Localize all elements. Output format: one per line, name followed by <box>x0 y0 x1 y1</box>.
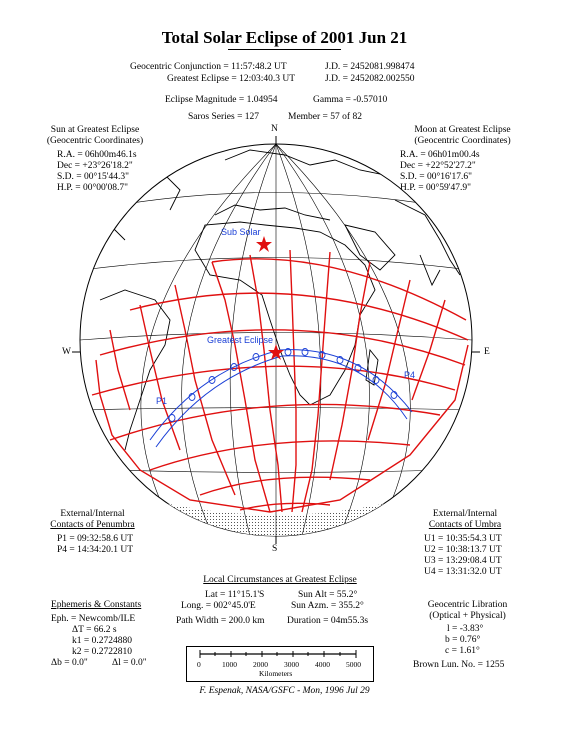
scale-tick-2000: 2000 <box>253 660 268 669</box>
scale-tick-3000: 3000 <box>284 660 299 669</box>
west-label: W <box>62 347 71 357</box>
ephemeris-k1: k1 = 0.2724880 <box>72 636 132 646</box>
page-title: Total Solar Eclipse of 2001 Jun 21 <box>161 28 408 47</box>
penumbra-p4: P4 = 14:34:20.1 UT <box>57 545 134 555</box>
brown-lunation: Brown Lun. No. = 1255 <box>413 660 505 670</box>
scale-tick-4000: 4000 <box>315 660 330 669</box>
south-label: S <box>272 544 278 554</box>
sub-solar-star-icon <box>256 236 272 252</box>
saros-member: Member = 57 of 82 <box>288 112 362 122</box>
p4-label: P4 <box>404 370 416 380</box>
umbra-subheading: Contacts of Umbra <box>428 520 502 530</box>
ephemeris-db: Δb = 0.0" <box>51 658 88 668</box>
moon-hp: H.P. = 00°59'47.9" <box>400 183 471 193</box>
libration-l: l = -3.83° <box>447 624 484 634</box>
umbra-u4: U4 = 13:31:32.0 UT <box>424 567 502 577</box>
libration-c: c = 1.61° <box>445 646 480 656</box>
local-long: Long. = 002°45.0'E <box>181 601 256 611</box>
umbral-path-markers <box>168 348 398 422</box>
penumbra-subheading: Contacts of Penumbra <box>50 520 135 530</box>
sun-hp: H.P. = 00°00'08.7" <box>57 183 128 193</box>
graticule <box>80 144 472 536</box>
eclipse-magnitude: Eclipse Magnitude = 1.04954 <box>165 95 278 105</box>
conjunction-jd: J.D. = 2452081.998474 <box>325 62 415 72</box>
local-sun-azm: Sun Azm. = 355.2° <box>291 601 364 611</box>
moon-heading: Moon at Greatest Eclipse <box>414 125 511 135</box>
local-heading: Local Circumstances at Greatest Eclipse <box>203 575 357 585</box>
libration-subheading: (Optical + Physical) <box>429 611 506 621</box>
scale-box <box>186 646 374 682</box>
moon-ra: R.A. = 06h01m00.4s <box>400 150 480 160</box>
scale-tick-0: 0 <box>197 660 201 669</box>
sun-subheading: (Geocentric Coordinates) <box>46 136 144 146</box>
greatest-eclipse-label: Greatest Eclipse <box>207 335 274 345</box>
saros-series: Saros Series = 127 <box>188 112 260 122</box>
umbra-u1: U1 = 10:35:54.3 UT <box>424 534 502 544</box>
umbra-u2: U2 = 10:38:13.7 UT <box>424 545 502 555</box>
moon-dec: Dec = +22°52'27.2" <box>400 161 476 171</box>
sun-heading: Sun at Greatest Eclipse <box>50 125 140 135</box>
coastlines <box>89 149 461 451</box>
local-lat: Lat = 11°15.1'S <box>205 590 265 600</box>
moon-sd: S.D. = 00°16'17.6" <box>400 172 473 182</box>
greatest-eclipse-jd: J.D. = 2452082.002550 <box>325 74 415 84</box>
conjunction-time: Geocentric Conjunction = 11:57:48.2 UT <box>130 62 287 72</box>
libration-b: b = 0.76° <box>445 635 481 645</box>
ephemeris-k2: k2 = 0.2722810 <box>72 647 132 657</box>
greatest-eclipse-time: Greatest Eclipse = 12:03:40.3 UT <box>167 74 296 84</box>
ephemeris-eph: Eph. = Newcomb/ILE <box>51 614 136 624</box>
ephemeris-dl: Δl = 0.0" <box>112 658 147 668</box>
sun-dec: Dec = +23°26'18.2" <box>57 161 133 171</box>
greatest-eclipse-star-icon <box>268 344 284 360</box>
compass-ticks <box>72 136 480 544</box>
gamma-value: Gamma = -0.57010 <box>313 95 388 105</box>
sub-solar-label: Sub Solar <box>221 227 261 237</box>
ephemeris-heading: Ephemeris & Constants <box>51 600 142 610</box>
local-path-width: Path Width = 200.0 km <box>176 616 265 626</box>
penumbra-grid <box>91 249 469 513</box>
scale-tick-1000: 1000 <box>222 660 237 669</box>
moon-subheading: (Geocentric Coordinates) <box>414 136 511 146</box>
penumbra-heading: External/Internal <box>60 509 125 519</box>
sun-ra: R.A. = 06h00m46.1s <box>57 150 137 160</box>
umbra-u3: U3 = 13:29:08.4 UT <box>424 556 502 566</box>
title-underline <box>228 49 341 50</box>
local-duration: Duration = 04m55.3s <box>287 616 369 626</box>
umbra-heading: External/Internal <box>432 509 498 519</box>
credit-line: F. Espenak, NASA/GSFC - Mon, 1996 Jul 29 <box>199 686 370 696</box>
east-label: E <box>484 347 490 357</box>
scale-tick-5000: 5000 <box>346 660 361 669</box>
ephemeris-dt: ΔT = 66.2 s <box>72 625 117 635</box>
local-sun-alt: Sun Alt = 55.2° <box>298 590 358 600</box>
sun-sd: S.D. = 00°15'44.3" <box>57 172 130 182</box>
scale-unit: Kilometers <box>259 669 293 678</box>
libration-heading: Geocentric Libration <box>427 600 508 610</box>
north-label: N <box>271 124 278 134</box>
p1-label: P1 <box>156 396 168 406</box>
penumbra-p1: P1 = 09:32:58.6 UT <box>57 534 134 544</box>
